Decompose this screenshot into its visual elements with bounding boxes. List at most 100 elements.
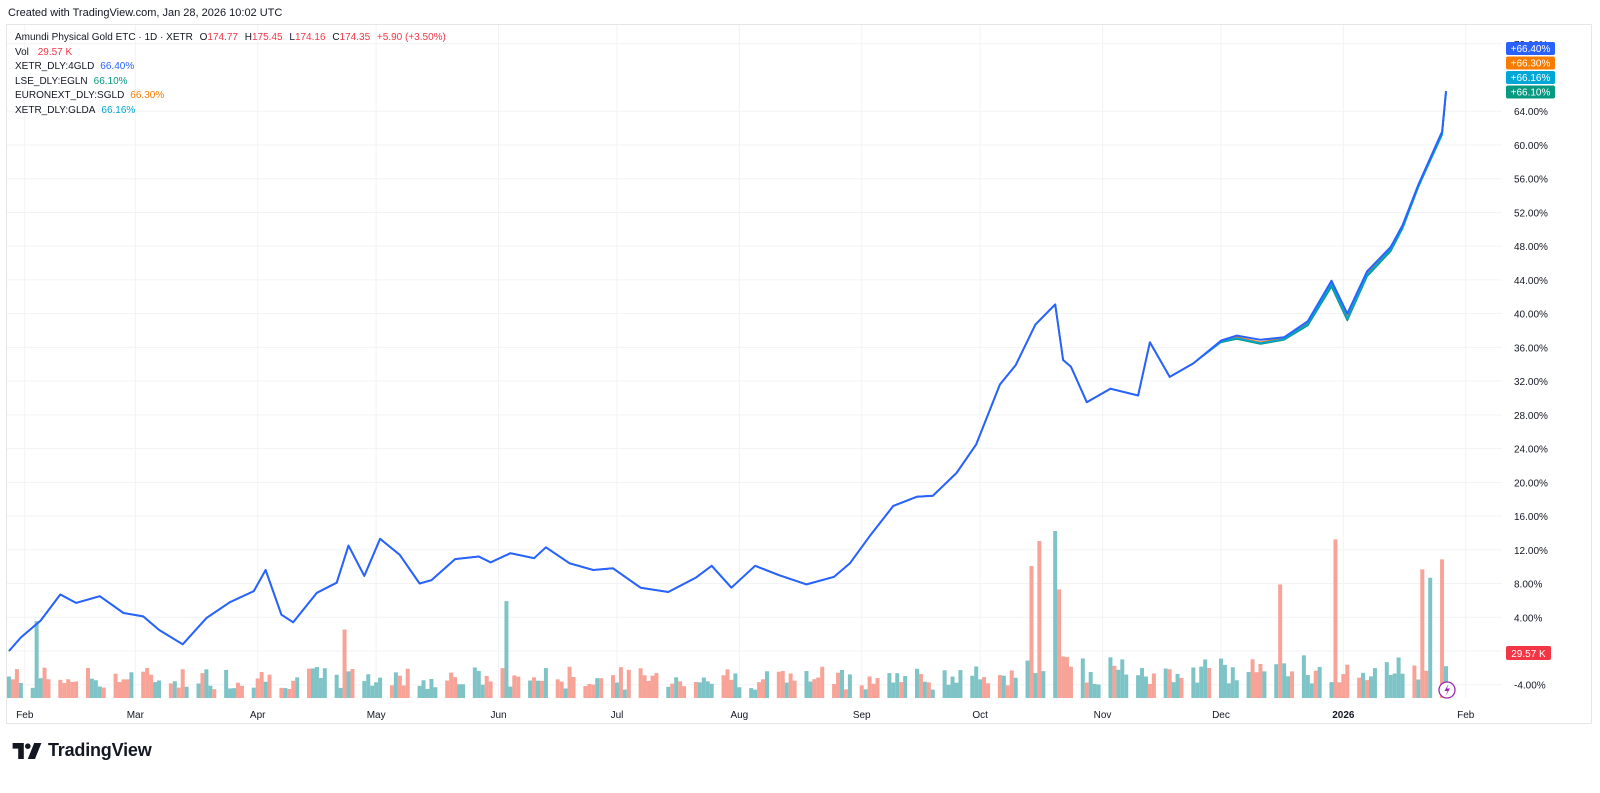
volume-bar <box>1096 684 1101 698</box>
volume-bar <box>1384 662 1389 698</box>
brand-footer[interactable]: TradingView <box>12 740 152 761</box>
volume-bar <box>18 682 23 698</box>
y-tick-label: 32.00% <box>1514 377 1548 388</box>
volume-bar <box>1250 659 1255 698</box>
volume-bar <box>184 686 189 698</box>
volume-bar <box>536 680 541 698</box>
volume-bar <box>1420 569 1425 698</box>
price-tag: +66.30% <box>1506 56 1555 70</box>
volume-bar <box>839 669 844 698</box>
price-tag-bg <box>1506 85 1555 99</box>
volume-bar <box>749 688 754 698</box>
volume-bar <box>516 676 521 698</box>
volume-bar <box>1428 577 1433 698</box>
compare-value: 66.30% <box>130 90 165 101</box>
volume-bar <box>508 686 513 698</box>
legend-main-symbol[interactable]: Amundi Physical Gold ETC · 1D · XETR O17… <box>15 31 446 46</box>
volume-bar <box>362 681 367 698</box>
volume-bar <box>843 689 848 698</box>
volume-bar <box>480 684 485 698</box>
legend-compare-xetr-dly-glda[interactable]: XETR_DLY:GLDA 66.16% <box>15 104 446 119</box>
volume-bar <box>176 687 181 698</box>
legend-compare-lse-dly-egln[interactable]: LSE_DLY:EGLN 66.10% <box>15 75 446 90</box>
volume-bar <box>626 669 631 698</box>
volume-bar <box>1080 658 1085 698</box>
volume-bar <box>74 681 79 698</box>
volume-bar <box>650 675 655 698</box>
volume-bar <box>239 685 244 698</box>
y-tick-label: 64.00% <box>1514 107 1548 118</box>
volume-bar <box>1305 674 1310 698</box>
volume-bar <box>472 667 477 698</box>
y-tick-label: 8.00% <box>1514 580 1542 591</box>
volume-bar <box>263 681 268 698</box>
volume-bar <box>891 682 896 698</box>
volume-bar <box>224 669 229 698</box>
volume-bar <box>1203 659 1208 698</box>
volume-bar <box>682 686 687 698</box>
volume-bar <box>228 688 233 698</box>
volume-bar <box>1068 666 1073 698</box>
volume-bar <box>1416 679 1421 698</box>
volume-bar <box>121 679 126 698</box>
volume-bar <box>922 681 927 698</box>
volume-bar <box>1246 671 1251 698</box>
x-tick-label: Sep <box>853 710 871 721</box>
volume-bar <box>366 674 371 698</box>
volume-bar <box>1175 673 1180 698</box>
legend-compare-euronext-dly-sgld[interactable]: EURONEXT_DLY:SGLD 66.30% <box>15 89 446 104</box>
volume-bar <box>212 689 217 698</box>
volume-bar <box>1226 683 1231 698</box>
volume-bar <box>946 684 951 698</box>
volume-bar <box>346 671 351 698</box>
volume-bar <box>666 686 671 698</box>
y-tick-label: 40.00% <box>1514 310 1548 321</box>
compare-symbol: LSE_DLY:EGLN <box>15 75 88 87</box>
volume-bar <box>279 687 284 698</box>
legend-volume[interactable]: Vol 29.57 K <box>15 46 446 61</box>
tradingview-logo-icon <box>12 742 42 759</box>
volume-bar <box>986 683 991 698</box>
volume-bar <box>1061 656 1066 698</box>
volume-bar <box>1337 682 1342 698</box>
volume-bar <box>832 684 837 698</box>
volume-bar <box>737 687 742 698</box>
lightning-icon[interactable] <box>1438 681 1456 699</box>
volume-bar <box>918 673 923 698</box>
x-tick-label: Jun <box>490 710 506 721</box>
volume-bar <box>370 685 375 698</box>
volume-bar <box>816 677 821 698</box>
y-tick-label: 44.00% <box>1514 276 1548 287</box>
volume-bar <box>978 679 983 698</box>
volume-bar <box>417 685 422 698</box>
volume-bar <box>389 685 394 698</box>
volume-bar <box>1001 675 1006 698</box>
volume-bar <box>204 669 209 698</box>
volume-bar <box>780 670 785 698</box>
volume-bar <box>1254 672 1259 698</box>
volume-bar <box>729 679 734 698</box>
volume-bar <box>1199 666 1204 698</box>
volume-bar <box>638 668 643 698</box>
chart-legend: Amundi Physical Gold ETC · 1D · XETR O17… <box>15 31 446 118</box>
volume-bar <box>899 682 904 698</box>
volume-bar <box>460 684 465 698</box>
volume-bar <box>1147 683 1152 698</box>
volume-bar <box>1412 665 1417 698</box>
y-tick-label: 36.00% <box>1514 343 1548 354</box>
volume-bar <box>1317 666 1322 698</box>
chart-grid <box>7 25 1502 698</box>
legend-compare-xetr-dly-4gld[interactable]: XETR_DLY:4GLD 66.40% <box>15 60 446 75</box>
volume-bar <box>180 669 185 698</box>
volume-value: 29.57 K <box>37 46 73 58</box>
chart-frame <box>6 24 1592 724</box>
volume-bar <box>859 685 864 698</box>
volume-bar <box>958 670 963 698</box>
volume-bar <box>753 689 758 698</box>
compare-symbol: XETR_DLY:4GLD <box>15 61 95 72</box>
volume-bar <box>1124 674 1129 698</box>
volume-bar <box>14 669 19 698</box>
volume-bar <box>149 674 154 698</box>
volume-bar <box>1392 673 1397 698</box>
